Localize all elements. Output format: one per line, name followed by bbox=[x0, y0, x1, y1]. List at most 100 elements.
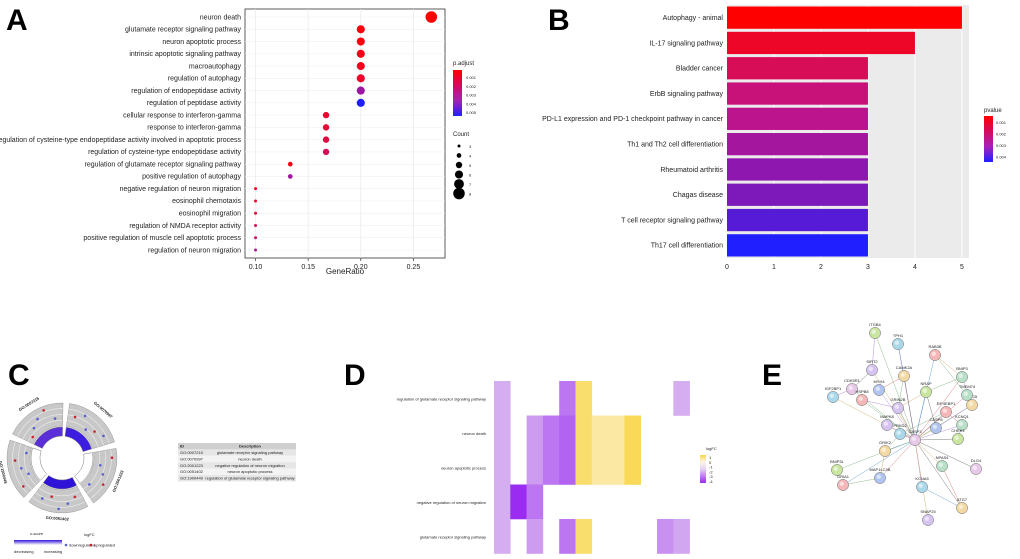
panel-e-node-label: BNIP3L bbox=[830, 459, 845, 464]
panel-d-cell bbox=[624, 415, 641, 451]
panel-c-gene-point bbox=[31, 435, 35, 439]
panel-e-node-label: GRIK2 bbox=[879, 440, 892, 445]
panel-a-term-label: regulation of cysteine-type endopeptidas… bbox=[88, 149, 241, 156]
panel-e-node-label: EIF4EBP1 bbox=[937, 401, 956, 406]
panel-a-dot-regulation-of-autophagy bbox=[356, 74, 365, 83]
panel-e-node-highlight bbox=[963, 391, 968, 396]
panel-d-cell bbox=[575, 415, 593, 451]
panel-a-size-legend-dot bbox=[456, 153, 462, 158]
panel-e-node-label: KCNQ1 bbox=[955, 414, 970, 419]
panel-a-term-label: cellular response to interferon-gamma bbox=[123, 112, 241, 119]
panel-c-sector-label: GO:1900449 bbox=[0, 460, 8, 484]
panel-e-node-highlight bbox=[833, 466, 838, 471]
panel-e-node-label: TPH1 bbox=[893, 333, 904, 338]
panel-e-node-label: CDK5R1 bbox=[844, 378, 861, 383]
panel-a-size-legend-label: 4 bbox=[469, 153, 472, 158]
panel-c-table-row bbox=[178, 449, 296, 456]
panel-a-dot-macroautophagy bbox=[356, 62, 365, 71]
panel-a-color-legend-bar bbox=[453, 70, 462, 116]
panel-a-dot-cellular-response-to-interferon-gamma bbox=[322, 111, 330, 119]
panel-c-gene-point bbox=[83, 414, 87, 418]
panel-e-node-highlight bbox=[883, 421, 888, 426]
panel-c-table-header-desc bbox=[204, 443, 296, 450]
panel-d-legend-tick: -1 bbox=[709, 465, 713, 470]
panel-d-cell bbox=[494, 381, 511, 416]
panel-b-bar-chagas-disease bbox=[727, 183, 868, 206]
panel-a-term-label: regulation of NMDA receptor activity bbox=[129, 223, 241, 230]
panel-c-sector-ring bbox=[39, 487, 80, 497]
panel-a-term-label: regulation of neuron migration bbox=[148, 247, 241, 254]
panel-a-term-label: regulation of endopeptidase activity bbox=[131, 88, 241, 95]
panel-c-table-row bbox=[178, 462, 296, 469]
panel-e-node-highlight bbox=[972, 465, 977, 470]
panel-e-node-label: KCNA5 bbox=[915, 476, 929, 481]
panel-c-zscore-go-0007215 bbox=[33, 426, 63, 449]
panel-e-network: ITGB4 TPH1 RAB3B SIRT2 CAMK2A BNIP3 CDK5R1 MYH4… bbox=[825, 322, 982, 526]
panel-e-edge bbox=[871, 332, 876, 371]
panel-a-size-legend-label: 7 bbox=[469, 182, 472, 187]
panel-c-up-dot bbox=[89, 543, 93, 547]
panel-c-sector-go-1900449 bbox=[6, 439, 41, 498]
panel-e-node-highlight bbox=[876, 474, 881, 479]
panel-e-node-label: MYH4 bbox=[873, 379, 885, 384]
panel-d-cell bbox=[542, 450, 560, 485]
panel-a-size-legend-label: 5 bbox=[469, 163, 472, 168]
panel-c-zscore-go-0070997 bbox=[64, 427, 92, 452]
panel-b-color-legend-tick: 0.003 bbox=[996, 143, 1007, 148]
panel-c-gene-point bbox=[84, 428, 88, 431]
panel-a-term-label: response to interferon-gamma bbox=[147, 125, 241, 132]
panel-d-row-label: neuron death bbox=[462, 431, 486, 436]
panel-c-gene-point bbox=[101, 483, 105, 486]
panel-e-edge bbox=[935, 404, 973, 429]
panel-c-table-cell-id: GO:0070997 bbox=[180, 456, 204, 461]
panel-c-down-dot bbox=[64, 543, 68, 547]
panel-a-x-tick-label: 0.15 bbox=[301, 264, 315, 271]
panel-a-term-label: positive regulation of autophagy bbox=[142, 174, 241, 181]
panel-c-sector-ring bbox=[68, 408, 110, 444]
panel-a-term-label: positive regulation of muscle cell apopt… bbox=[83, 235, 241, 242]
panel-e-node-label: NRAP bbox=[920, 381, 931, 386]
panel-a-term-label: regulation of peptidase activity bbox=[147, 100, 242, 107]
panel-e-edge bbox=[925, 376, 963, 393]
panel-c-table-cell-id: GO:0007215 bbox=[180, 450, 204, 455]
panel-c-gene-point bbox=[40, 497, 44, 500]
panel-a-term-label: glutamate receptor signaling pathway bbox=[125, 27, 241, 34]
panel-d-row-label: regulation of glutamate receptor signali… bbox=[397, 396, 486, 401]
panel-a-term-label: eosinophil migration bbox=[179, 211, 241, 218]
panel-e-node-highlight bbox=[839, 481, 844, 486]
panel-a-size-legend-dot bbox=[453, 187, 465, 200]
panel-d-cell bbox=[591, 450, 609, 485]
panel-a-color-legend-tick: 0.001 bbox=[466, 75, 477, 80]
panel-e-node-label: SNAP25 bbox=[920, 509, 936, 514]
panel-d-cell bbox=[510, 484, 527, 520]
panel-b-category-label: Bladder cancer bbox=[676, 66, 724, 73]
panel-e-node-label: CASP3 bbox=[908, 429, 922, 434]
panel-d-cell bbox=[575, 519, 593, 554]
panel-c-zscore-title: z-score bbox=[30, 531, 44, 536]
panel-c-sector-ring bbox=[35, 492, 83, 502]
panel-a-term-label: regulation of autophagy bbox=[168, 76, 242, 83]
panel-e-node-highlight bbox=[954, 435, 959, 440]
panel-e-node-label: ITGB4 bbox=[869, 322, 881, 327]
panel-e-edge bbox=[899, 411, 947, 435]
panel-e-node-highlight bbox=[922, 388, 927, 393]
panel-a-dot-glutamate-receptor-signaling-pathway bbox=[356, 25, 365, 34]
panel-c-table-cell-desc: neuron death bbox=[238, 456, 262, 461]
panel-a-color-legend-tick: 0.002 bbox=[466, 84, 477, 89]
panel-a-color-legend-title: p.adjust bbox=[453, 61, 474, 67]
panel-e-node-label: IGF2BP1 bbox=[825, 386, 842, 391]
panel-c-table-cell-id: GO:1900449 bbox=[180, 476, 204, 481]
panel-a-term-label: regulation of cysteine-type endopeptidas… bbox=[0, 137, 241, 144]
panel-d-cell bbox=[673, 519, 690, 554]
panel-e-node-highlight bbox=[931, 351, 936, 356]
panel-c-table-row bbox=[178, 475, 296, 482]
panel-c-sector-label: GO:0051402 bbox=[46, 515, 70, 522]
panel-c-table-cell-desc: glutamate receptor signaling pathway bbox=[217, 450, 283, 455]
panel-e-node-highlight bbox=[968, 401, 973, 406]
panel-a-size-legend-dot bbox=[457, 144, 461, 148]
panel-d-cell bbox=[526, 415, 544, 451]
panel-c-gene-point bbox=[32, 426, 36, 430]
panel-e-node-label: ATG7 bbox=[957, 497, 968, 502]
panel-c-gene-point bbox=[25, 451, 28, 455]
panel-a-x-tick-label: 0.10 bbox=[249, 264, 263, 271]
